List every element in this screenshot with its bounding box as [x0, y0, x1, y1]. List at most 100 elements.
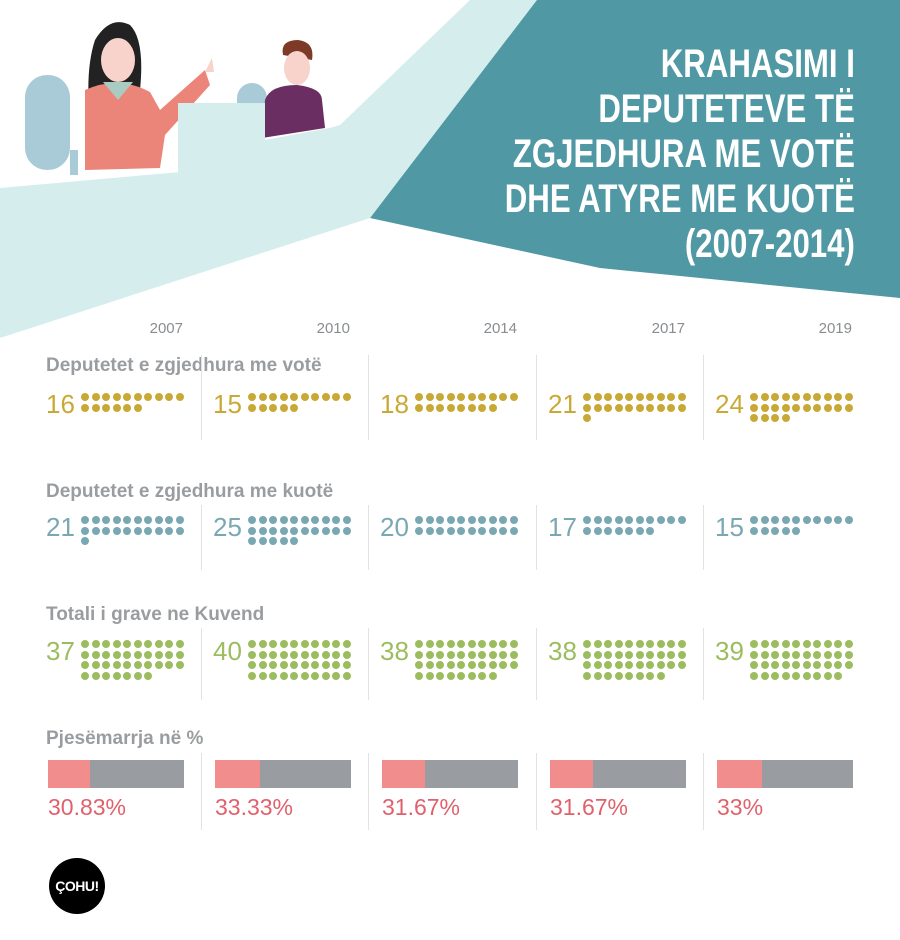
dot-mark [123, 640, 131, 648]
value-label: 38 [548, 636, 577, 666]
dot-mark [771, 671, 779, 680]
dot-mark [488, 640, 497, 648]
dot-mark [91, 640, 100, 648]
dot-mark [760, 661, 769, 669]
dot-mark [771, 393, 779, 401]
dot-group [750, 516, 860, 535]
dot-group [248, 393, 358, 412]
dot-mark [625, 661, 633, 669]
dot-mark [583, 640, 591, 648]
dot-mark [646, 671, 654, 680]
dot-mark [457, 661, 465, 669]
dot-mark [646, 650, 654, 659]
dot-mark [509, 661, 518, 669]
dot-mark [625, 403, 633, 412]
participation-label: 33% [717, 794, 764, 820]
dot-mark [614, 671, 623, 680]
value-label: 38 [380, 636, 409, 666]
dot-group [81, 640, 191, 680]
dot-mark [112, 393, 121, 401]
dot-mark [321, 640, 330, 648]
dot-mark [144, 526, 152, 535]
dot-mark [467, 403, 476, 412]
dot-mark [81, 650, 89, 659]
dot-mark [321, 393, 330, 401]
participation-bar-fill [717, 760, 762, 788]
dot-mark [802, 640, 811, 648]
participation-bar [215, 760, 351, 788]
participation-label: 31.67% [382, 794, 461, 820]
dot-mark [844, 640, 853, 648]
dot-mark [488, 403, 497, 412]
dot-mark [425, 671, 434, 680]
dot-mark [144, 640, 152, 648]
dot-mark [457, 516, 465, 524]
dot-mark [154, 526, 163, 535]
dot-mark [614, 640, 623, 648]
dot-mark [311, 526, 319, 535]
dot-mark [499, 650, 507, 659]
dot-mark [635, 403, 644, 412]
dot-mark [823, 650, 832, 659]
dot-mark [844, 403, 853, 412]
dot-mark [488, 661, 497, 669]
dot-mark [635, 526, 644, 535]
dot-mark [175, 640, 184, 648]
dot-mark [646, 526, 654, 535]
dot-mark [677, 650, 686, 659]
dot-mark [478, 661, 486, 669]
dot-mark [823, 516, 832, 524]
dot-mark [290, 661, 298, 669]
dot-mark [802, 393, 811, 401]
title-line: ZGJEDHURA ME VOTË [512, 132, 855, 176]
dot-mark [248, 661, 256, 669]
dot-mark [175, 526, 184, 535]
dot-mark [332, 393, 340, 401]
dot-mark [625, 640, 633, 648]
dot-mark [813, 393, 821, 401]
dot-mark [771, 526, 779, 535]
desk [178, 103, 345, 180]
dot-mark [415, 661, 423, 669]
dot-mark [154, 661, 163, 669]
dot-mark [332, 526, 340, 535]
dot-mark [269, 393, 277, 401]
dot-mark [677, 516, 686, 524]
dot-mark [457, 640, 465, 648]
dot-mark [614, 526, 623, 535]
dot-mark [750, 640, 758, 648]
participation-bar [48, 760, 184, 788]
dot-mark [656, 661, 665, 669]
dot-mark [760, 650, 769, 659]
dot-group [248, 640, 358, 680]
dot-mark [813, 516, 821, 524]
dot-mark [175, 516, 184, 524]
column-divider [368, 753, 369, 830]
dot-mark [269, 661, 277, 669]
dot-mark [311, 516, 319, 524]
dot-mark [614, 393, 623, 401]
dot-mark [781, 661, 790, 669]
dot-mark [91, 526, 100, 535]
row-label-participation: Pjesëmarrja në % [46, 728, 204, 749]
value-label: 25 [213, 512, 242, 542]
dot-mark [165, 393, 173, 401]
value-label: 15 [715, 512, 744, 542]
column-divider [536, 505, 537, 570]
dot-mark [112, 661, 121, 669]
column-divider [368, 628, 369, 700]
dot-group [750, 393, 860, 422]
dot-mark [300, 661, 309, 669]
value-label: 17 [548, 512, 577, 542]
dot-mark [446, 650, 455, 659]
dot-mark [332, 650, 340, 659]
dot-mark [792, 650, 800, 659]
dot-mark [91, 650, 100, 659]
dot-mark [499, 393, 507, 401]
dot-mark [646, 516, 654, 524]
dot-mark [154, 393, 163, 401]
column-divider [536, 753, 537, 830]
dot-mark [258, 393, 267, 401]
dot-mark [509, 526, 518, 535]
participation-label: 30.83% [48, 794, 127, 820]
